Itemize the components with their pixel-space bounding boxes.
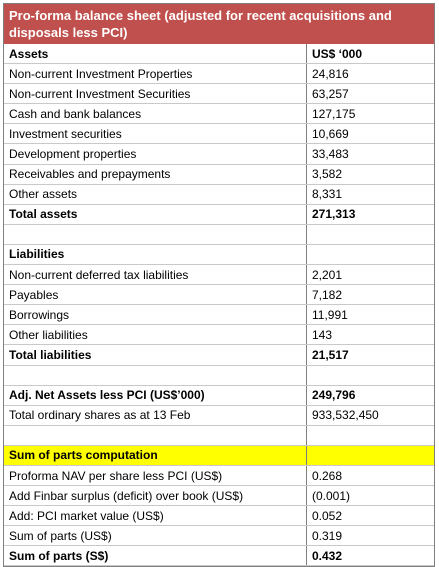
table-row xyxy=(4,224,434,245)
row-label: Other liabilities xyxy=(4,324,307,346)
row-label: Sum of parts (S$) xyxy=(4,545,307,567)
table-row: Add Finbar surplus (deficit) over book (… xyxy=(4,485,434,507)
table-row: Proforma NAV per share less PCI (US$) 0.2… xyxy=(4,465,434,487)
row-label: Sum of parts (US$) xyxy=(4,525,307,547)
row-label: Total ordinary shares as at 13 Feb xyxy=(4,405,307,426)
row-label: Add: PCI market value (US$) xyxy=(4,505,307,527)
row-label xyxy=(4,224,307,245)
row-value: 10,669 xyxy=(306,123,434,145)
row-label: Payables xyxy=(4,284,307,306)
row-value: 24,816 xyxy=(306,63,434,85)
table-row: Total ordinary shares as at 13 Feb 933,53… xyxy=(4,405,434,426)
row-value: 0.268 xyxy=(306,465,434,487)
table-row: Non-current Investment Properties 24,816 xyxy=(4,63,434,85)
row-label: Liabilities xyxy=(4,244,307,266)
row-value xyxy=(306,425,434,446)
row-value: 33,483 xyxy=(306,143,434,165)
table-row: Liabilities xyxy=(4,244,434,266)
row-value: 249,796 xyxy=(306,385,434,406)
row-label xyxy=(4,365,307,386)
table-row: Cash and bank balances 127,175 xyxy=(4,103,434,125)
row-label: Non-current deferred tax liabilities xyxy=(4,264,307,286)
table-row: Assets US$ ‘000 xyxy=(4,44,434,65)
row-value: 3,582 xyxy=(306,164,434,185)
table-row: Non-current deferred tax liabilities 2,20… xyxy=(4,264,434,286)
table-row: Non-current Investment Securities 63,257 xyxy=(4,83,434,105)
row-value: (0.001) xyxy=(306,485,434,507)
row-value xyxy=(306,445,434,466)
row-label: Borrowings xyxy=(4,304,307,326)
table-row: Adj. Net Assets less PCI (US$’000) 249,79… xyxy=(4,385,434,406)
row-value: 271,313 xyxy=(306,204,434,225)
table-row: Sum of parts computation xyxy=(4,445,434,466)
row-label: Total liabilities xyxy=(4,344,307,366)
table-title: Pro-forma balance sheet (adjusted for re… xyxy=(4,4,434,44)
table-row: Total liabilities 21,517 xyxy=(4,344,434,366)
balance-sheet-table: Pro-forma balance sheet (adjusted for re… xyxy=(3,3,435,567)
row-label: Total assets xyxy=(4,204,307,225)
table-row: Development properties 33,483 xyxy=(4,143,434,165)
row-value: 0.319 xyxy=(306,525,434,547)
row-label: Sum of parts computation xyxy=(4,445,307,466)
table-row: Sum of parts (S$) 0.432 xyxy=(4,545,434,567)
row-value: 8,331 xyxy=(306,184,434,205)
row-value xyxy=(306,244,434,266)
row-value: 7,182 xyxy=(306,284,434,306)
row-label: Non-current Investment Securities xyxy=(4,83,307,105)
row-value: 11,991 xyxy=(306,304,434,326)
row-label: Proforma NAV per share less PCI (US$) xyxy=(4,465,307,487)
row-label: Other assets xyxy=(4,184,307,205)
row-label: Non-current Investment Properties xyxy=(4,63,307,85)
row-value: 143 xyxy=(306,324,434,346)
table-row: Borrowings 11,991 xyxy=(4,304,434,326)
row-label: Development properties xyxy=(4,143,307,165)
table-row: Investment securities 10,669 xyxy=(4,123,434,145)
table-row: Receivables and prepayments 3,582 xyxy=(4,164,434,185)
table-row xyxy=(4,365,434,386)
row-label: Cash and bank balances xyxy=(4,103,307,125)
row-value: 127,175 xyxy=(306,103,434,125)
table-row: Total assets 271,313 xyxy=(4,204,434,225)
table-row: Add: PCI market value (US$) 0.052 xyxy=(4,505,434,527)
row-label: Receivables and prepayments xyxy=(4,164,307,185)
table-row xyxy=(4,425,434,446)
row-value: 0.432 xyxy=(306,545,434,567)
row-label: Add Finbar surplus (deficit) over book (… xyxy=(4,485,307,507)
row-value: 2,201 xyxy=(306,264,434,286)
row-value: 63,257 xyxy=(306,83,434,105)
row-value: 0.052 xyxy=(306,505,434,527)
row-label xyxy=(4,425,307,446)
row-value xyxy=(306,224,434,245)
balance-sheet-grid: Assets US$ ‘000 Non-current Investment Pro… xyxy=(4,44,434,567)
table-row: Other liabilities 143 xyxy=(4,324,434,346)
table-row: Sum of parts (US$) 0.319 xyxy=(4,525,434,547)
row-value: 21,517 xyxy=(306,344,434,366)
row-value: 933,532,450 xyxy=(306,405,434,426)
row-label: Adj. Net Assets less PCI (US$’000) xyxy=(4,385,307,406)
row-value: US$ ‘000 xyxy=(306,44,434,65)
row-label: Investment securities xyxy=(4,123,307,145)
table-row: Payables 7,182 xyxy=(4,284,434,306)
table-row: Other assets 8,331 xyxy=(4,184,434,205)
row-value xyxy=(306,365,434,386)
row-label: Assets xyxy=(4,44,307,65)
